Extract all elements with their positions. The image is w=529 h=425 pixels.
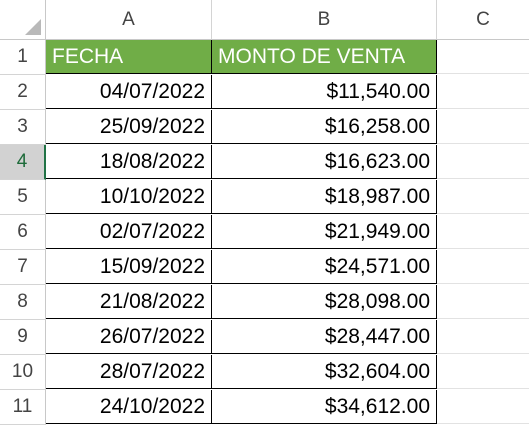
- cell-b3[interactable]: $16,258.00: [212, 110, 437, 144]
- cell-b1[interactable]: MONTO DE VENTA: [212, 40, 437, 74]
- column-header-row: A B C: [0, 0, 529, 40]
- cell-a2[interactable]: 04/07/2022: [46, 75, 212, 109]
- cell-a1[interactable]: FECHA: [46, 40, 212, 74]
- row-header-6[interactable]: 6: [0, 215, 46, 250]
- select-all-triangle-icon: [25, 19, 41, 35]
- cell-b7[interactable]: $24,571.00: [212, 250, 437, 284]
- cell-c5[interactable]: [437, 180, 529, 214]
- cell-c4[interactable]: [437, 145, 529, 179]
- row-header-11[interactable]: 11: [0, 390, 46, 425]
- column-header-c[interactable]: C: [437, 0, 529, 40]
- cell-a5[interactable]: 10/10/2022: [46, 180, 212, 214]
- cell-b11[interactable]: $34,612.00: [212, 390, 437, 424]
- cell-c8[interactable]: [437, 285, 529, 319]
- row-header-7[interactable]: 7: [0, 250, 46, 285]
- cell-b5[interactable]: $18,987.00: [212, 180, 437, 214]
- cell-c11[interactable]: [437, 390, 529, 424]
- row-header-3[interactable]: 3: [0, 110, 46, 145]
- cell-c10[interactable]: [437, 355, 529, 389]
- cell-a4[interactable]: 18/08/2022: [46, 145, 212, 179]
- cell-a8[interactable]: 21/08/2022: [46, 285, 212, 319]
- cell-a7[interactable]: 15/09/2022: [46, 250, 212, 284]
- cell-c7[interactable]: [437, 250, 529, 284]
- row-header-5[interactable]: 5: [0, 180, 46, 215]
- row-header-4[interactable]: 4: [0, 145, 46, 180]
- cell-c3[interactable]: [437, 110, 529, 144]
- column-header-a[interactable]: A: [46, 0, 212, 40]
- column-header-b[interactable]: B: [212, 0, 437, 40]
- cell-b2[interactable]: $11,540.00: [212, 75, 437, 109]
- cell-c6[interactable]: [437, 215, 529, 249]
- cell-b8[interactable]: $28,098.00: [212, 285, 437, 319]
- cell-c2[interactable]: [437, 75, 529, 109]
- cell-a11[interactable]: 24/10/2022: [46, 390, 212, 424]
- cell-b10[interactable]: $32,604.00: [212, 355, 437, 389]
- cell-a3[interactable]: 25/09/2022: [46, 110, 212, 144]
- select-all-button[interactable]: [0, 0, 46, 40]
- row-header-8[interactable]: 8: [0, 285, 46, 320]
- row-header-9[interactable]: 9: [0, 320, 46, 355]
- cell-a6[interactable]: 02/07/2022: [46, 215, 212, 249]
- cell-c9[interactable]: [437, 320, 529, 354]
- cell-b4[interactable]: $16,623.00: [212, 145, 437, 179]
- row-header-2[interactable]: 2: [0, 75, 46, 110]
- row-header-10[interactable]: 10: [0, 355, 46, 390]
- row-header-1[interactable]: 1: [0, 40, 46, 75]
- cell-b9[interactable]: $28,447.00: [212, 320, 437, 354]
- cell-a10[interactable]: 28/07/2022: [46, 355, 212, 389]
- cell-a9[interactable]: 26/07/2022: [46, 320, 212, 354]
- cell-b6[interactable]: $21,949.00: [212, 215, 437, 249]
- cell-c1[interactable]: [437, 40, 529, 74]
